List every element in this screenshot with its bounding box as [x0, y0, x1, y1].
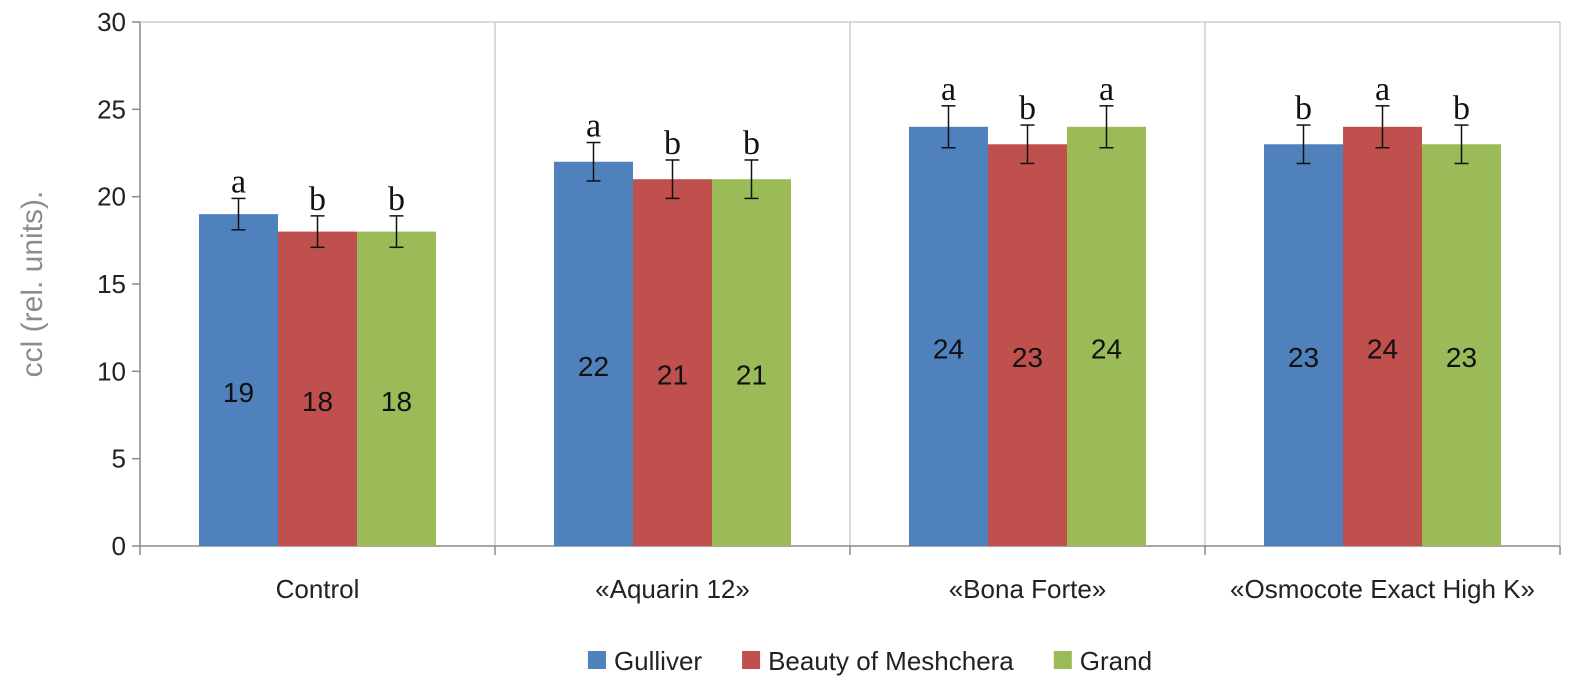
data-label: 19 — [223, 377, 254, 408]
significance-label: b — [388, 181, 405, 218]
bar — [909, 126, 988, 547]
x-tick-label: Control — [276, 574, 360, 604]
data-label: 24 — [933, 333, 964, 364]
data-label: 18 — [302, 386, 333, 417]
data-label: 23 — [1446, 342, 1477, 373]
data-label: 22 — [578, 351, 609, 382]
significance-label: b — [1453, 90, 1470, 127]
bar — [988, 144, 1067, 546]
data-label: 24 — [1367, 333, 1398, 364]
y-tick-label: 30 — [97, 7, 126, 37]
legend-swatch — [1053, 651, 1072, 669]
bar — [1343, 126, 1422, 547]
y-tick-label: 25 — [97, 94, 126, 124]
y-tick-label: 0 — [112, 531, 126, 561]
significance-label: b — [743, 125, 760, 162]
bar — [554, 161, 633, 546]
significance-label: a — [1099, 71, 1114, 108]
bar — [357, 231, 436, 546]
significance-label: a — [941, 71, 956, 108]
y-tick-label: 10 — [97, 356, 126, 386]
data-label: 21 — [657, 360, 688, 391]
bar — [278, 231, 357, 546]
data-label: 21 — [736, 360, 767, 391]
bar — [1264, 144, 1343, 546]
significance-label: b — [309, 181, 326, 218]
significance-label: b — [1295, 90, 1312, 127]
bar — [712, 179, 791, 546]
bar — [633, 179, 712, 546]
significance-label: a — [1375, 71, 1390, 108]
x-tick-label: «Bona Forte» — [949, 574, 1107, 604]
significance-label: b — [664, 125, 681, 162]
data-label: 23 — [1288, 342, 1319, 373]
x-tick-label: «Osmocote Exact High K» — [1230, 574, 1535, 604]
bar — [1422, 144, 1501, 546]
significance-label: a — [231, 163, 246, 200]
y-tick-label: 20 — [97, 182, 126, 212]
legend-swatch — [587, 651, 606, 669]
y-axis-label: ccl (rel. units). — [16, 191, 49, 378]
significance-label: b — [1019, 90, 1036, 127]
y-tick-label: 5 — [112, 444, 126, 474]
data-label: 23 — [1012, 342, 1043, 373]
legend-label: Gulliver — [614, 646, 702, 676]
significance-label: a — [586, 108, 601, 145]
legend-swatch — [742, 651, 761, 669]
legend-label: Grand — [1080, 646, 1152, 676]
data-label: 24 — [1091, 333, 1122, 364]
bar — [1067, 126, 1146, 547]
legend-label: Beauty of Meshchera — [768, 646, 1014, 676]
y-tick-label: 15 — [97, 269, 126, 299]
bar — [199, 214, 278, 546]
x-tick-label: «Aquarin 12» — [595, 574, 750, 604]
data-label: 18 — [381, 386, 412, 417]
